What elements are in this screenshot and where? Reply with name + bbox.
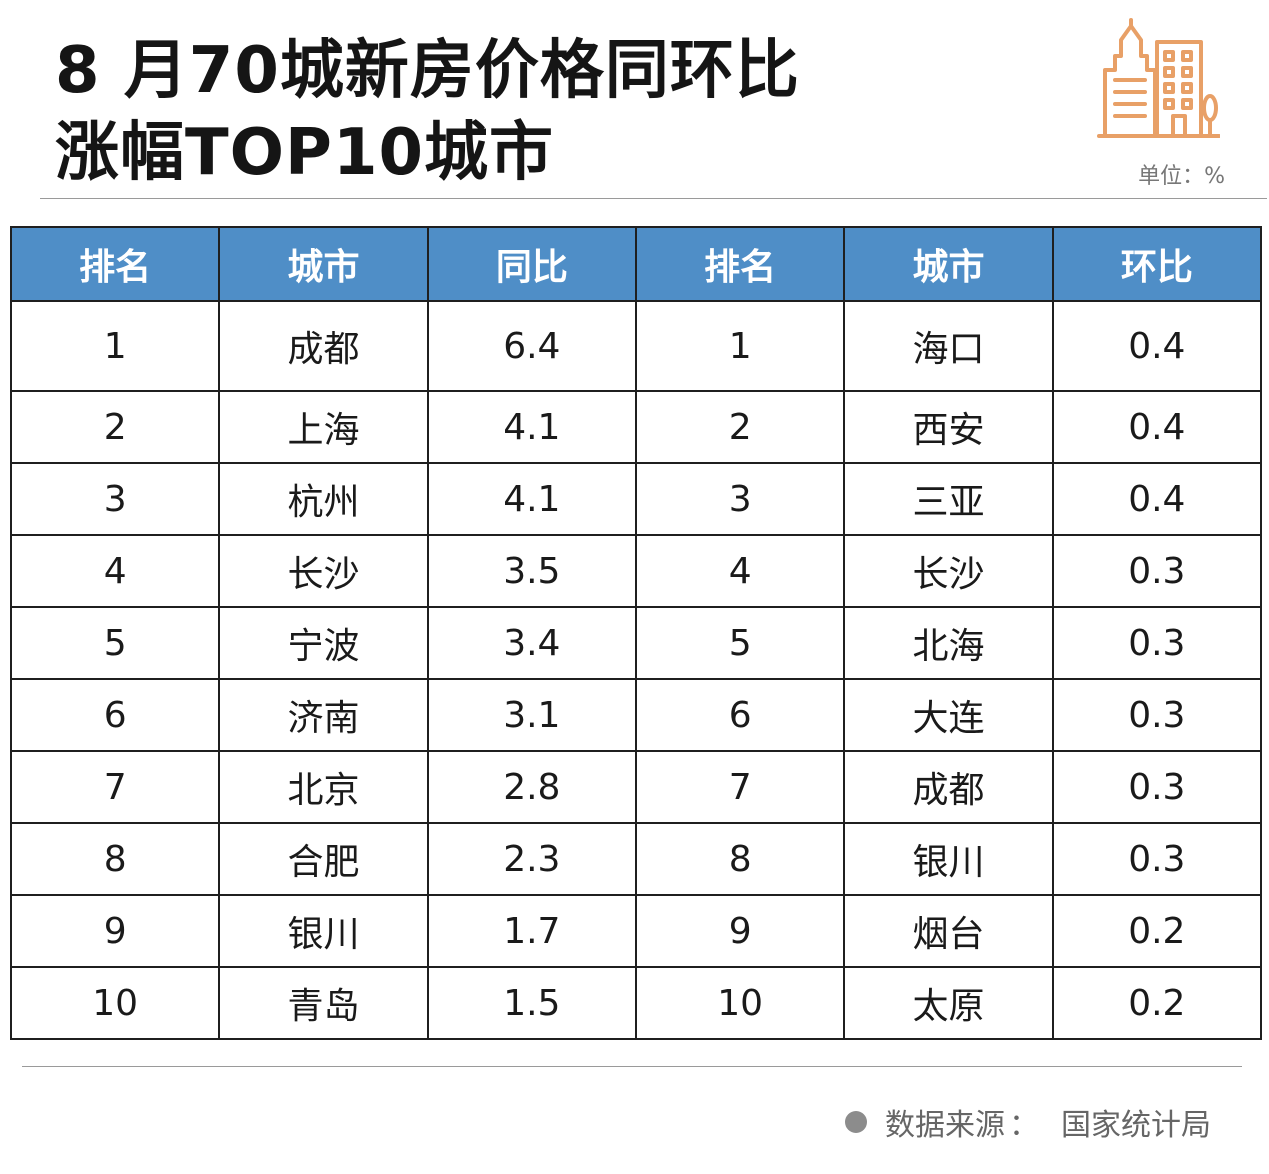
cell-city: 长沙 (218, 534, 429, 608)
cell-city: 合肥 (218, 822, 429, 896)
cell-city: 济南 (218, 678, 429, 752)
table-row: 6 济南 3.1 6 大连 0.3 (9, 678, 1263, 752)
cell-city: 成都 (218, 300, 429, 392)
source-value: 国家统计局 (1061, 1108, 1211, 1143)
table-row: 8 合肥 2.3 8 银川 0.3 (9, 822, 1263, 896)
table-row: 4 长沙 3.5 4 长沙 0.3 (9, 534, 1263, 608)
title-line-2: 涨幅TOP10城市 (55, 116, 555, 190)
cell-rank: 6 (9, 678, 221, 752)
footer-divider (22, 1066, 1242, 1067)
cell-yoy: 1.7 (426, 894, 637, 968)
cell-rank: 2 (9, 390, 221, 464)
building-icon (1097, 18, 1220, 138)
cell-yoy: 1.5 (426, 966, 637, 1040)
cell-yoy: 6.4 (426, 300, 637, 392)
header-rank-yoy: 排名 (9, 226, 221, 302)
cell-city: 北海 (843, 606, 1054, 680)
cell-rank: 3 (9, 462, 221, 536)
cell-city: 成都 (843, 750, 1054, 824)
cell-yoy: 4.1 (426, 462, 637, 536)
cell-city: 烟台 (843, 894, 1054, 968)
cell-rank: 3 (634, 462, 846, 536)
cell-city: 银川 (843, 822, 1054, 896)
header-yoy: 同比 (426, 226, 637, 302)
cell-rank: 2 (634, 390, 846, 464)
cell-city: 太原 (843, 966, 1054, 1040)
cell-mom: 0.3 (1051, 678, 1263, 752)
cell-mom: 0.4 (1051, 390, 1263, 464)
cell-mom: 0.3 (1051, 822, 1263, 896)
cell-mom: 0.2 (1051, 894, 1263, 968)
cell-city: 银川 (218, 894, 429, 968)
data-source: 数据来源 ： 国家统计局 (845, 1100, 1211, 1144)
cell-rank: 8 (9, 822, 221, 896)
cell-rank: 7 (634, 750, 846, 824)
table-row: 1 成都 6.4 1 海口 0.4 (9, 300, 1263, 392)
source-separator: ： (1009, 1108, 1039, 1143)
cell-mom: 0.3 (1051, 750, 1263, 824)
cell-yoy: 4.1 (426, 390, 637, 464)
cell-rank: 1 (9, 300, 221, 392)
header-mom: 环比 (1051, 226, 1263, 302)
cell-yoy: 3.4 (426, 606, 637, 680)
cell-rank: 7 (9, 750, 221, 824)
cell-mom: 0.2 (1051, 966, 1263, 1040)
cell-city: 上海 (218, 390, 429, 464)
cell-yoy: 3.1 (426, 678, 637, 752)
cell-rank: 10 (9, 966, 221, 1040)
cell-yoy: 2.3 (426, 822, 637, 896)
title-line-1: 8 月70城新房价格同环比 (55, 34, 800, 108)
source-label: 数据来源 (885, 1108, 1005, 1143)
cell-rank: 6 (634, 678, 846, 752)
table-header-row: 排名 城市 同比 排名 城市 环比 (9, 226, 1263, 302)
cell-rank: 9 (634, 894, 846, 968)
cell-city: 大连 (843, 678, 1054, 752)
cell-mom: 0.4 (1051, 462, 1263, 536)
cell-mom: 0.4 (1051, 300, 1263, 392)
header-rank-mom: 排名 (634, 226, 846, 302)
header-city-mom: 城市 (843, 226, 1054, 302)
table-row: 5 宁波 3.4 5 北海 0.3 (9, 606, 1263, 680)
title-divider (40, 198, 1267, 199)
cell-city: 长沙 (843, 534, 1054, 608)
cell-city: 海口 (843, 300, 1054, 392)
cell-city: 北京 (218, 750, 429, 824)
cell-mom: 0.3 (1051, 606, 1263, 680)
header-city-yoy: 城市 (218, 226, 429, 302)
cell-rank: 4 (634, 534, 846, 608)
cell-city: 三亚 (843, 462, 1054, 536)
cell-rank: 5 (634, 606, 846, 680)
unit-label: 单位：% (1138, 164, 1225, 189)
table-row: 7 北京 2.8 7 成都 0.3 (9, 750, 1263, 824)
cell-city: 西安 (843, 390, 1054, 464)
cell-yoy: 3.5 (426, 534, 637, 608)
cell-rank: 10 (634, 966, 846, 1040)
table-row: 2 上海 4.1 2 西安 0.4 (9, 390, 1263, 464)
cell-rank: 8 (634, 822, 846, 896)
table-row: 10 青岛 1.5 10 太原 0.2 (9, 966, 1263, 1040)
cell-rank: 1 (634, 300, 846, 392)
ranking-table: 排名 城市 同比 排名 城市 环比 1 成都 6.4 1 海口 0.4 2 上海… (9, 226, 1263, 1040)
cell-city: 杭州 (218, 462, 429, 536)
cell-rank: 5 (9, 606, 221, 680)
cell-mom: 0.3 (1051, 534, 1263, 608)
page-title: 8 月70城新房价格同环比 涨幅TOP10城市 (55, 30, 800, 194)
cell-city: 宁波 (218, 606, 429, 680)
cell-rank: 4 (9, 534, 221, 608)
bullet-dot-icon (845, 1111, 867, 1133)
table-row: 9 银川 1.7 9 烟台 0.2 (9, 894, 1263, 968)
cell-city: 青岛 (218, 966, 429, 1040)
table-row: 3 杭州 4.1 3 三亚 0.4 (9, 462, 1263, 536)
cell-yoy: 2.8 (426, 750, 637, 824)
cell-rank: 9 (9, 894, 221, 968)
